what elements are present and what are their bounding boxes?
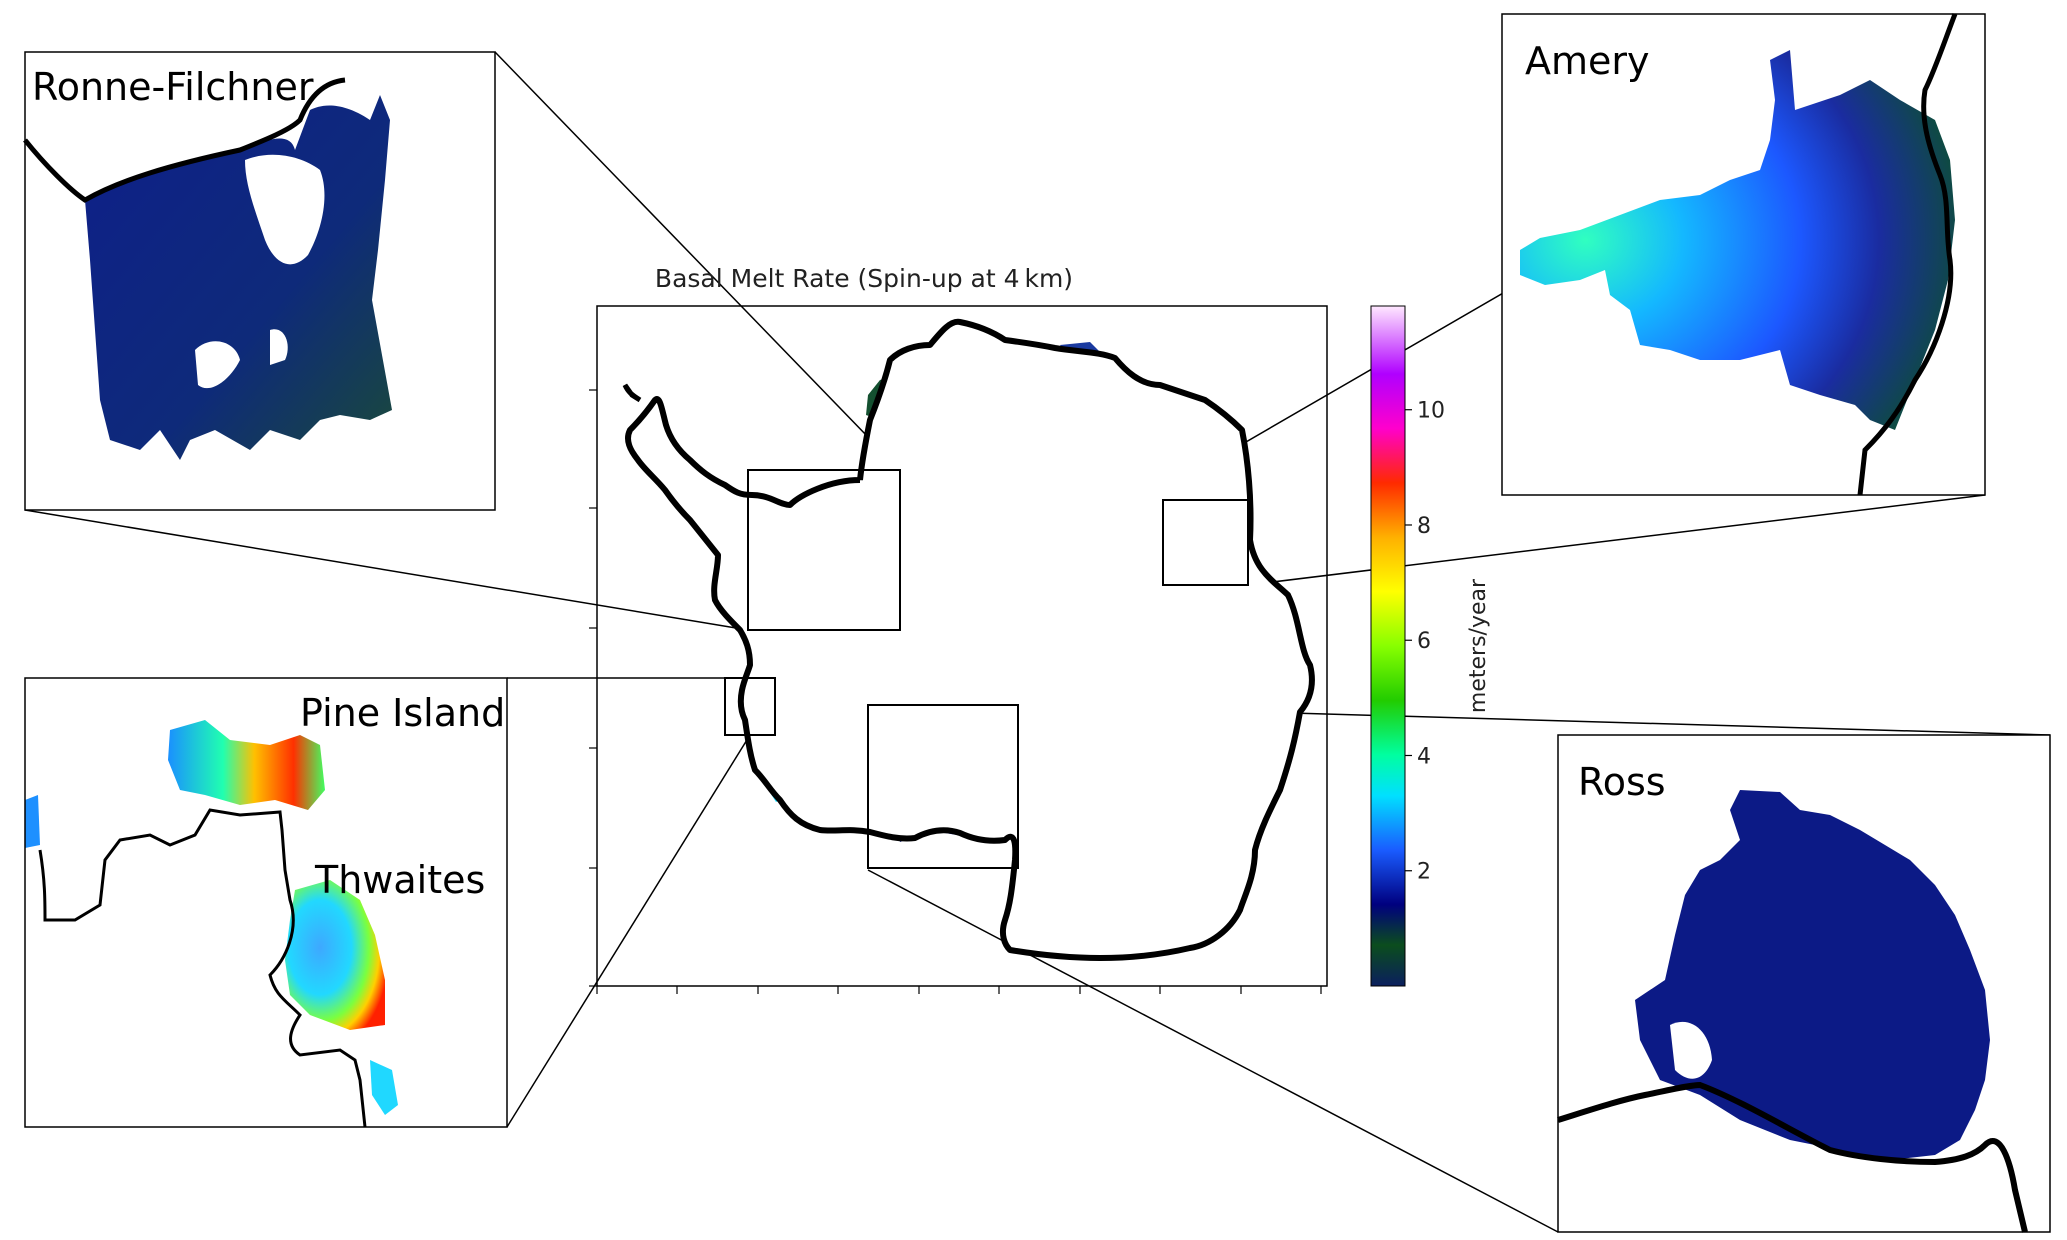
main-map-title: Basal Melt Rate (Spin-up at 4 km) (655, 264, 1073, 293)
inset-ronne-filchner: Ronne-Filchner (23, 51, 496, 511)
antarctica-coastline (625, 318, 1315, 961)
main-map-frame (596, 305, 1328, 987)
pine-coast (38, 808, 367, 1128)
ronne-berkner-island (245, 154, 325, 265)
ross-coast (1557, 1081, 2028, 1233)
amery-shelf (1520, 50, 1955, 430)
inset-ross: Ross (1557, 734, 2051, 1233)
ronne-coast (23, 77, 346, 203)
colorbar-tick-label: 8 (1417, 514, 1431, 539)
ronne-label: Ronne-Filchner (32, 65, 314, 109)
main-map-y-ticks (589, 389, 597, 987)
colorbar-ticks: 2 4 6 8 10 (1405, 399, 1445, 885)
colorbar-tick-label: 4 (1417, 744, 1431, 769)
western-fringe (25, 795, 40, 848)
colorbar-label: meters/year (1466, 578, 1491, 713)
ross-island-gap (1670, 1021, 1712, 1079)
ronne-gap-1 (195, 341, 240, 389)
thwaites-label: Thwaites (314, 858, 485, 902)
pine-inset-box (724, 677, 776, 736)
amery-coast (1857, 13, 1958, 496)
thwaites-shelf (285, 880, 385, 1030)
main-map: Basal Melt Rate (Spin-up at 4 km) (589, 264, 1328, 994)
ross-shelf (1635, 790, 1990, 1160)
ross-label: Ross (1578, 760, 1666, 804)
ronne-inset-box (747, 469, 901, 631)
main-map-x-ticks (596, 986, 1322, 994)
pine-island-label: Pine Island (300, 691, 505, 735)
colorbar-tick-label: 6 (1417, 629, 1431, 654)
ross-inset-box (867, 704, 1019, 869)
inset-amery: Amery (1501, 13, 1986, 496)
inset-pine-thwaites: Pine Island Thwaites (24, 677, 508, 1128)
crosson-shelf (370, 1060, 398, 1115)
pine-island-shelf (168, 720, 325, 810)
colorbar: 2 4 6 8 10 meters/year (1370, 305, 1491, 987)
ronne-gap-2 (270, 329, 288, 365)
amery-inset-box (1162, 499, 1249, 586)
colorbar-fill (1370, 305, 1406, 987)
amery-label: Amery (1525, 39, 1650, 83)
colorbar-tick-label: 2 (1417, 860, 1431, 885)
colorbar-tick-label: 10 (1417, 399, 1445, 424)
peninsula-tip (622, 383, 642, 403)
